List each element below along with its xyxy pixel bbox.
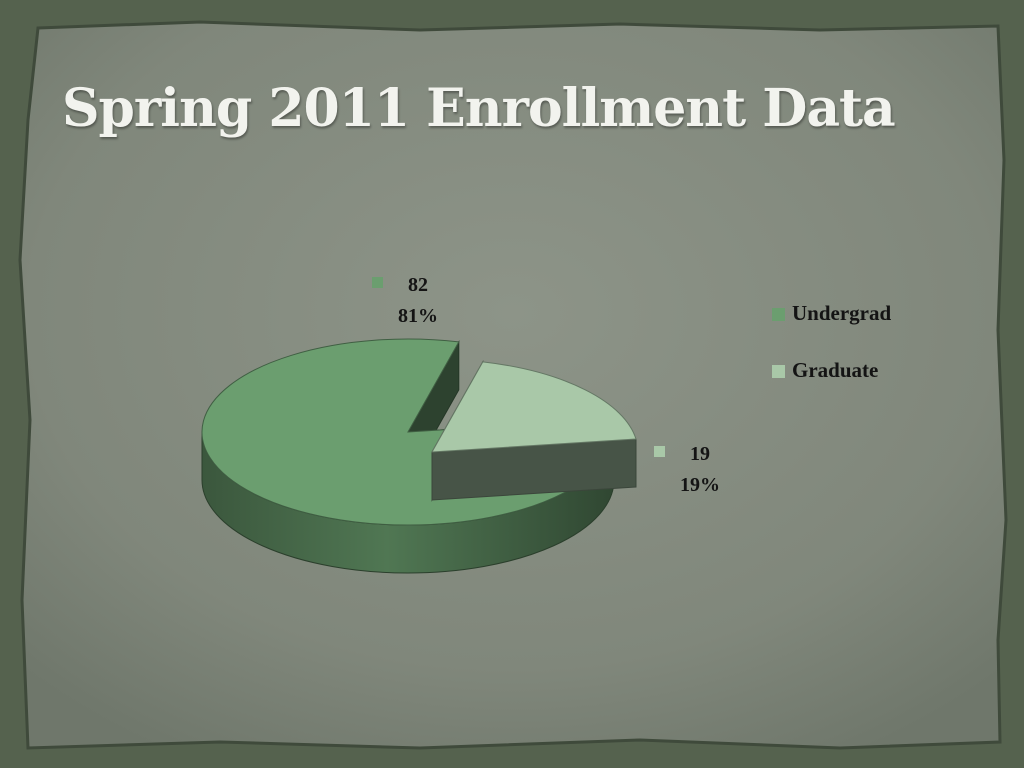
data-label-value: 19 [690, 443, 710, 465]
data-label-marker [654, 446, 665, 457]
data-label-percent: 81% [398, 305, 438, 327]
data-label-percent: 19% [680, 474, 720, 496]
pie-slices [201, 338, 637, 574]
data-label-marker [372, 277, 383, 288]
legend-item-undergrad: Undergrad [772, 301, 891, 325]
legend-swatch [772, 308, 785, 321]
pie-top-graduate [431, 361, 637, 453]
legend-label: Undergrad [792, 301, 891, 325]
legend-swatch [772, 365, 785, 378]
legend-label: Graduate [792, 358, 878, 382]
legend-item-graduate: Graduate [772, 358, 878, 382]
data-label-value: 82 [408, 274, 428, 296]
legend: Undergrad Graduate [772, 301, 891, 382]
pie-slice-graduate [431, 359, 637, 502]
slide-title: Spring 2011 Enrollment Data [62, 78, 896, 139]
